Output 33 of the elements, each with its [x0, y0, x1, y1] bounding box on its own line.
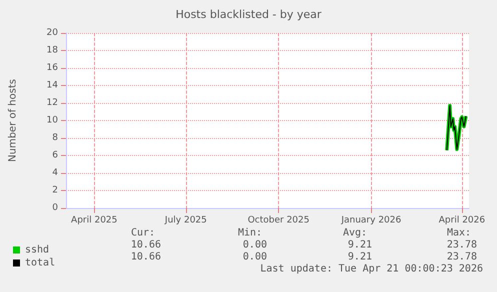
x-tick-label: July 2025: [164, 216, 207, 226]
text: 10.66: [130, 252, 161, 262]
x-tick-label: January 2026: [340, 216, 402, 226]
y-tick-label: 16: [46, 63, 58, 73]
legend-label: sshd: [25, 244, 50, 256]
text: Cur:: [131, 228, 156, 238]
y-tick-label: 14: [46, 80, 58, 90]
text: 23.78: [446, 252, 477, 262]
legend-label: total: [25, 258, 56, 268]
text: 23.78: [446, 240, 477, 250]
y-tick-label: 10: [46, 116, 58, 126]
y-tick-label: 12: [46, 98, 58, 108]
chart-title: Hosts blacklisted - by year: [176, 8, 322, 21]
x-tick-label: April 2025: [71, 216, 118, 226]
text: Max:: [447, 228, 472, 238]
text: Avg:: [343, 228, 368, 238]
text: 9.21: [348, 240, 372, 250]
text: 9.21: [348, 252, 372, 262]
text: Min:: [238, 228, 262, 238]
text: 10.66: [130, 240, 161, 250]
x-tick-label: April 2026: [438, 216, 486, 226]
y-tick-label: 6: [52, 150, 58, 160]
y-tick-label: 20: [46, 28, 58, 38]
y-tick-label: 2: [52, 186, 58, 196]
text: 0.00: [242, 252, 267, 262]
x-tick-label: October 2025: [248, 216, 310, 226]
y-axis-title: Number of hosts: [8, 79, 18, 162]
y-tick-label: 18: [46, 46, 58, 56]
y-tick-label: 0: [52, 203, 58, 213]
y-tick-label: 4: [52, 168, 58, 178]
y-tick-label: 8: [52, 133, 58, 143]
text: Last update: Tue Apr 21 00:00:23 2026: [260, 264, 483, 274]
text: 0.00: [242, 240, 267, 250]
